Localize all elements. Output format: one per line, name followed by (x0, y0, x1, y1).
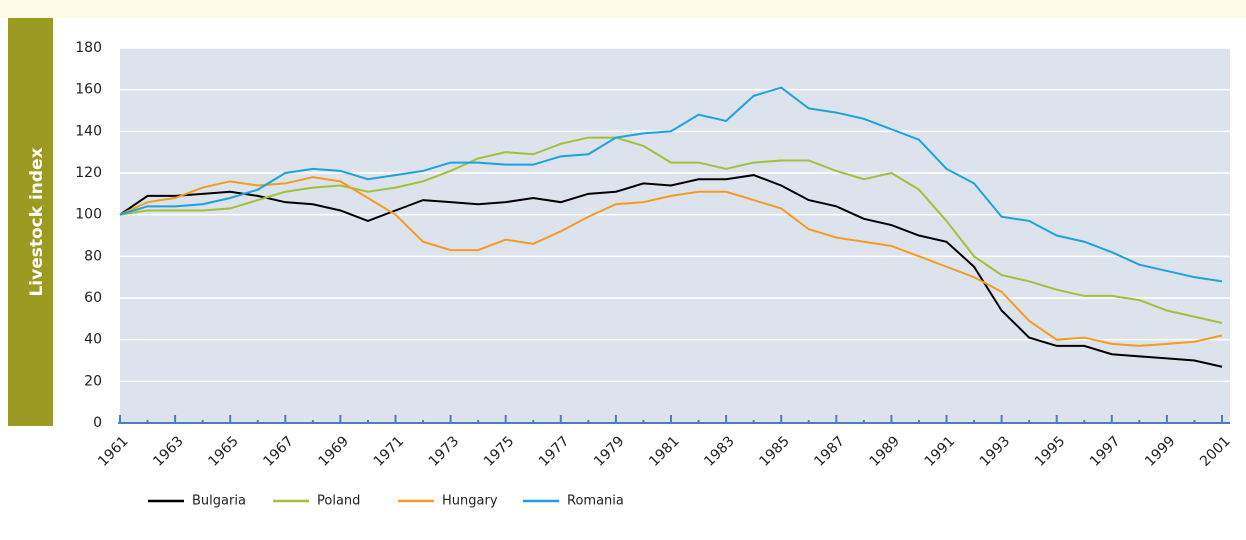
legend-label: Bulgaria (192, 494, 246, 509)
x-tick-label: 1985 (756, 433, 793, 470)
x-tick-label: 1975 (481, 433, 518, 470)
legend-label: Hungary (442, 494, 498, 509)
x-tick-label: 1999 (1142, 433, 1179, 470)
y-axis-label: Livestock index (27, 147, 47, 296)
x-tick-label: 1987 (811, 433, 848, 470)
x-tick-label: 1979 (591, 433, 628, 470)
legend-label: Poland (317, 494, 360, 509)
top-band (0, 0, 1246, 18)
y-tick-label: 60 (84, 290, 102, 306)
y-label-box (8, 18, 53, 426)
y-tick-label: 20 (84, 373, 102, 389)
x-tick-label: 1997 (1087, 433, 1124, 470)
series-line (119, 136, 1223, 324)
y-tick-label: 140 (75, 123, 102, 139)
series-line (119, 174, 1223, 368)
y-tick-label: 100 (75, 207, 102, 223)
x-tick-label: 1967 (260, 433, 297, 470)
x-tick-label: 1961 (95, 433, 132, 470)
x-tick-label: 1971 (371, 433, 408, 470)
y-tick-label: 80 (84, 248, 102, 264)
y-tick-label: 0 (93, 415, 102, 431)
legend-label: Romania (567, 494, 624, 509)
x-tick-label: 1989 (867, 433, 904, 470)
x-tick-label: 1995 (1032, 433, 1069, 470)
y-tick-label: 120 (75, 165, 102, 181)
series-line (119, 86, 1223, 283)
x-tick-label: 1965 (205, 433, 242, 470)
x-tick-label: 1963 (150, 433, 187, 470)
x-tick-label: 1977 (536, 433, 573, 470)
x-tick-label: 1983 (701, 433, 738, 470)
x-tick-label: 1969 (316, 433, 353, 470)
y-tick-label: 160 (75, 82, 102, 98)
y-tick-label: 40 (84, 332, 102, 348)
series-line (119, 176, 1223, 347)
x-tick-label: 2001 (1197, 433, 1234, 470)
y-tick-label: 180 (75, 40, 102, 56)
x-tick-label: 1991 (922, 433, 959, 470)
x-tick-label: 1993 (977, 433, 1014, 470)
x-tick-label: 1973 (426, 433, 463, 470)
plot-area (120, 48, 1230, 423)
x-tick-label: 1981 (646, 433, 683, 470)
